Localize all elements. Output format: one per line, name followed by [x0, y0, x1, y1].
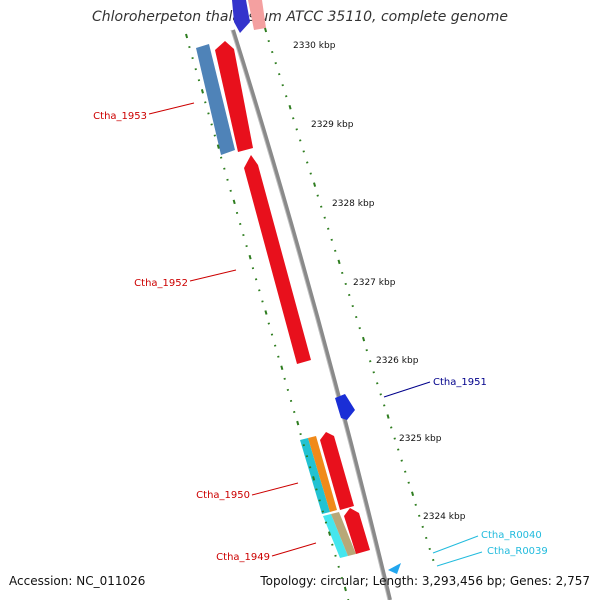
- gene-ctha-r0039: [388, 563, 401, 574]
- inner-scale-tick: [296, 420, 300, 426]
- gene-ctha-1949-cyan: [323, 514, 348, 558]
- gene-ctha-1953-blue: [196, 44, 235, 155]
- kbp-label-2325: 2325 kbp: [399, 434, 442, 444]
- leader-ctha-1953: [148, 102, 195, 115]
- gene-ctha-1950-cyan: [300, 438, 330, 514]
- gene-ctha-1950-red: [320, 432, 354, 510]
- kbp-label-2330: 2330 kbp: [293, 41, 336, 51]
- inner-scale-tick: [312, 476, 316, 481]
- gene-ctha-1949-red: [344, 508, 370, 554]
- inner-scale-tick: [343, 586, 347, 592]
- inner-scale-tick: [232, 199, 236, 205]
- kbp-label-2324: 2324 kbp: [423, 512, 466, 522]
- outer-scale-tick: [313, 182, 317, 187]
- leader-ctha-r0040: [432, 535, 479, 554]
- inner-scale-tick: [216, 144, 220, 149]
- outer-scale-tick: [288, 105, 292, 110]
- leader-ctha-1951: [383, 381, 431, 398]
- kbp-label-2326: 2326 kbp: [376, 356, 419, 366]
- gene-label-ctha-r0039: Ctha_R0039: [487, 546, 548, 557]
- gene-top-pink: [248, 0, 266, 30]
- kbp-label-2328: 2328 kbp: [332, 199, 375, 209]
- gene-ctha-1950-orange: [308, 436, 337, 512]
- inner-scale-tick: [185, 33, 189, 39]
- accession-label: Accession: NC_011026: [9, 574, 146, 588]
- inner-scale-tick: [264, 310, 268, 315]
- map-title: Chloroherpeton thalassium ATCC 35110, co…: [92, 9, 508, 25]
- gene-label-ctha-1951: Ctha_1951: [433, 377, 487, 388]
- inner-scale-tick: [327, 531, 332, 536]
- gene-ctha-1952: [244, 155, 311, 364]
- genome-summary: Topology: circular; Length: 3,293,456 bp…: [260, 574, 590, 588]
- inner-scale-tick: [248, 254, 252, 260]
- leader-ctha-1952: [189, 269, 237, 282]
- gene-label-ctha-1953: Ctha_1953: [93, 111, 147, 122]
- gene-ctha-1951: [335, 394, 355, 420]
- inner-scale-tick: [280, 365, 284, 371]
- gene-top-blue: [232, 0, 250, 33]
- outer-scale-tick: [386, 414, 390, 419]
- gene-ctha-1949-tan: [331, 512, 356, 556]
- leader-ctha-1949: [271, 542, 317, 557]
- gene-label-ctha-r0040: Ctha_R0040: [481, 530, 542, 541]
- genome-backbone-highlight: [230, 29, 389, 600]
- gene-label-ctha-1949: Ctha_1949: [216, 552, 270, 563]
- outer-scale-tick: [362, 336, 366, 342]
- kbp-label-2327: 2327 kbp: [353, 278, 396, 288]
- tick-marks: [185, 27, 435, 600]
- genome-backbone: [231, 29, 392, 600]
- outer-scale-tick: [337, 259, 341, 265]
- leader-ctha-r0039: [436, 551, 483, 567]
- leader-ctha-1950: [251, 482, 299, 496]
- outer-scale-tick: [411, 491, 415, 497]
- kbp-label-2329: 2329 kbp: [311, 120, 354, 130]
- inner-scale-tick: [200, 89, 204, 94]
- outer-scale-tick: [264, 27, 268, 33]
- gene-label-ctha-1950: Ctha_1950: [196, 490, 250, 501]
- gene-ctha-1953-red: [215, 41, 253, 152]
- gene-label-ctha-1952: Ctha_1952: [134, 278, 188, 289]
